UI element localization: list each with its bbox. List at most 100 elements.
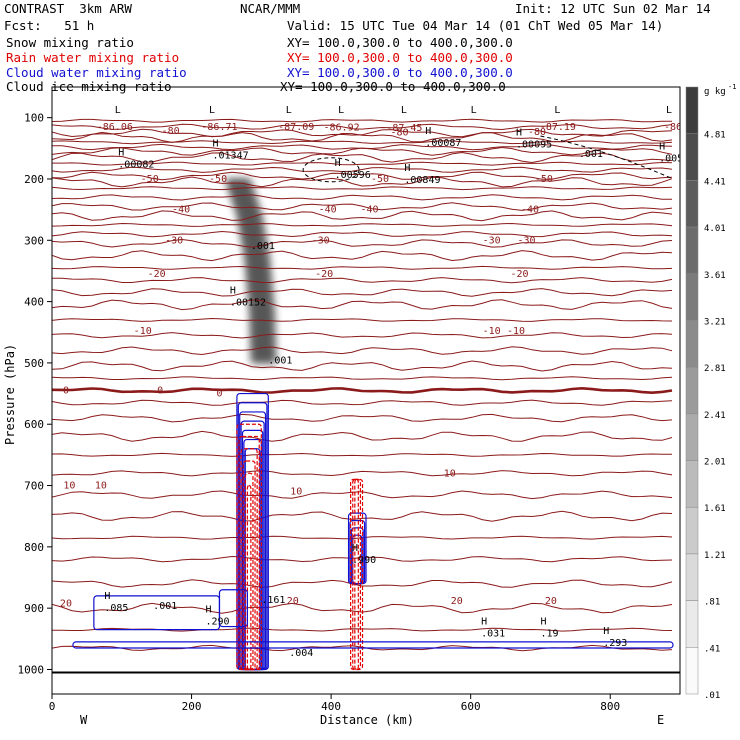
cloud-water-contour [350,527,364,585]
contour-label: -50 [535,174,553,185]
isotherm-line [52,299,673,311]
extremum-marker: L [554,105,560,116]
cloud-water-contour [347,512,367,585]
contour-label: -87.45 [386,123,422,134]
y-tick-label: 100 [24,112,44,125]
extremum-marker: L [471,105,477,116]
colorbar-tick-label: 2.41 [704,411,726,421]
extremum-marker: H [230,285,236,296]
model-title: CONTRAST 3km ARW [4,1,132,16]
colorbar-swatch [685,600,699,648]
rain-water-contour [240,448,258,671]
colorbar: 4.81 4.41 4.01 3.61 3.21 2.81 2.41 2.01 1.61 1.21… [685,86,726,701]
snow-plume-core [227,178,277,363]
extremum-marker: L [666,105,672,116]
contour-label: 0 [216,389,222,400]
isotherm-line [52,535,673,540]
isotherm-line [52,161,673,166]
cloud-water-contour [237,402,268,671]
colorbar-tick-label: .01 [704,691,720,701]
colorbar-swatch [685,553,699,601]
isotherm-line [52,140,673,145]
cloud-water-contour [239,411,267,671]
isotherm-line [52,376,673,381]
extremum-value: .00082 [118,160,154,171]
extremum-value: .001 [251,241,275,252]
rain-water-contour [236,423,262,671]
extremum-marker: L [338,105,344,116]
rain-water-contour [238,435,260,671]
isotherm-line [52,399,673,406]
extremum-marker: H [212,138,218,149]
contour-label: -30 [517,235,535,246]
contour-label: 10 [63,481,75,492]
extremum-marker: H [352,543,358,554]
contour-label: -40 [360,205,378,216]
contour-label: 10 [290,487,302,498]
y-tick-label: 800 [24,541,44,554]
extremum-marker: H [425,126,431,137]
y-tick-label: 600 [24,418,44,431]
y-tick-label: 900 [24,602,44,615]
colorbar-swatch [685,226,699,275]
field-xy-cloud-water: XY= 100.0,300.0 to 400.0,300.0 [287,65,513,80]
contour-label: -86 [664,122,682,133]
x-axis-label: Distance (km) [320,713,414,727]
x-end-label-west: W [80,713,88,727]
extremum-marker: H [516,127,522,138]
y-tick-label: 500 [24,357,44,370]
isotherm-line [52,222,673,227]
contour-label: -40 [319,205,337,216]
init-time: Init: 12 UTC Sun 02 Mar 14 [515,1,711,16]
isotherm-line [52,644,673,652]
contour-label: -30 [483,235,501,246]
contour-label: -30 [165,235,183,246]
cloud-water-contour [236,392,269,671]
isotherm-line [52,146,673,156]
extremum-value: .19 [540,629,558,640]
contour-label: -40 [521,205,539,216]
isotherm-line [52,277,673,284]
cloud-water-contour [240,420,265,671]
contour-label: -10 [507,326,525,337]
colorbar-swatch [685,366,699,415]
field-label-cloud-ice: Cloud ice mixing ratio [6,79,172,94]
low-cloud-contour [218,589,248,628]
isotherm-line [52,265,673,270]
contour-label: 0 [63,386,69,397]
contour-label: 20 [287,596,299,607]
extremum-marker: H [206,604,212,615]
colorbar-tick-label: 2.81 [704,364,726,374]
isotherm-line [52,118,673,123]
y-tick-label: 1000 [18,663,45,676]
colorbar-tick-label: 3.21 [704,317,726,327]
y-tick-label: 200 [24,173,44,186]
extremum-value: .001 [268,356,292,367]
extremum-marker: L [401,105,407,116]
contour-label: -87.09 [278,122,314,133]
extremum-marker: H [335,158,341,169]
colorbar-swatch [685,273,699,321]
rain-water-contour [350,478,364,671]
contour-label: -30 [312,235,330,246]
contour-label: -20 [148,269,166,280]
y-tick-label: 700 [24,480,44,493]
extremum-marker: L [115,105,121,116]
isotherm-line [52,143,673,151]
extremum-value: .085 [104,603,128,614]
isotherm-line [52,171,673,181]
cloud-ice-contour [302,157,360,183]
extremum-marker: H [404,163,410,174]
cloud-water-contour [352,534,363,585]
contour-label: -20 [510,269,528,280]
rain-water-contour [244,472,254,671]
extremum-value: .004 [289,648,313,659]
x-tick-label: 200 [182,700,202,713]
isotherm-line [52,194,673,201]
extremum-marker: L [286,105,292,116]
x-end-label-east: E [657,713,664,727]
x-tick-label: 0 [49,700,56,713]
extremum-value: .00849 [404,175,440,186]
contour-label: -10 [483,326,501,337]
